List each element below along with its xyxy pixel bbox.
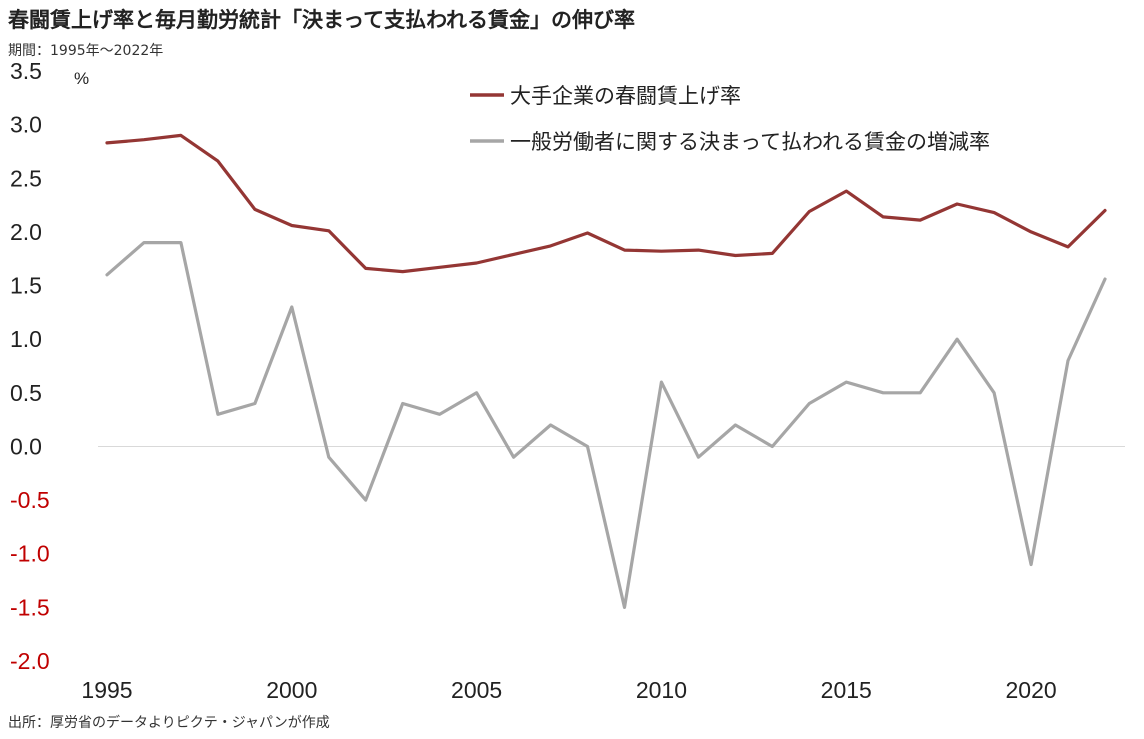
series-line-2 (105, 241, 1107, 610)
y-tick-label: -2.0 (10, 648, 50, 674)
x-tick-label: 2000 (266, 677, 317, 703)
x-tick-label: 2010 (636, 677, 687, 703)
x-tick-label: 2015 (821, 677, 872, 703)
x-tick-label: 2020 (1005, 677, 1056, 703)
source-note: 出所：厚労省のデータよりピクテ・ジャパンが作成 (8, 715, 330, 731)
y-tick-label: -1.5 (10, 594, 50, 620)
y-tick-label: 1.0 (10, 326, 42, 352)
y-tick-label: -1.0 (10, 541, 50, 567)
legend-label-2: 一般労働者に関する決まって払われる賃金の増減率 (510, 130, 990, 154)
y-tick-label: 3.0 (10, 112, 42, 138)
y-tick-label: 0.5 (10, 380, 42, 406)
y-tick-label: 2.5 (10, 165, 42, 191)
legend-label-1: 大手企業の春闘賃上げ率 (510, 84, 741, 108)
x-tick-label: 2005 (451, 677, 502, 703)
y-tick-label: 2.0 (10, 219, 42, 245)
x-tick-label: 1995 (81, 677, 132, 703)
y-unit-label: % (74, 69, 89, 88)
y-tick-label: 0.0 (10, 433, 42, 459)
y-tick-label: -0.5 (10, 487, 50, 513)
chart-subtitle: 期間：1995年～2022年 (8, 43, 164, 59)
y-tick-label: 3.5 (10, 58, 42, 84)
chart-title: 春闘賃上げ率と毎月勤労統計「決まって支払われる賃金」の伸び率 (8, 8, 636, 32)
series-line-1 (105, 133, 1107, 274)
y-tick-label: 1.5 (10, 273, 42, 299)
